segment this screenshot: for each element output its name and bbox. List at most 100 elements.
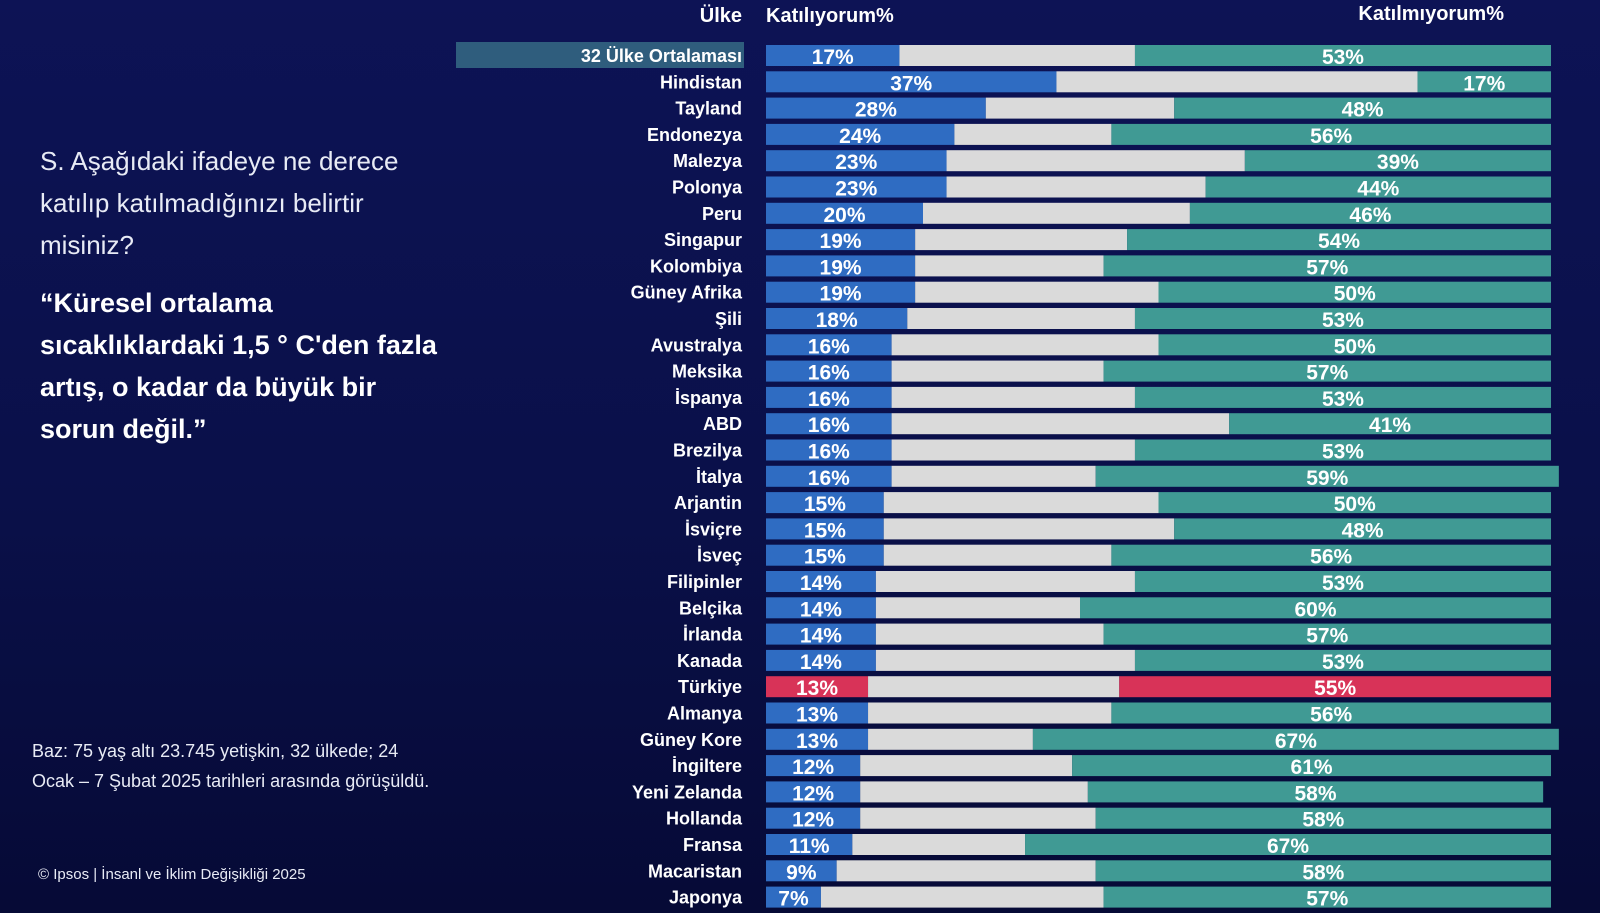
disagree-bar xyxy=(1417,71,1551,93)
neutral-bar xyxy=(891,386,1135,408)
disagree-value-label: 48% xyxy=(1342,99,1384,122)
disagree-value-label: 39% xyxy=(1377,151,1419,174)
agree-bar xyxy=(766,360,892,382)
category-label: İrlanda xyxy=(683,625,743,645)
disagree-bar xyxy=(1072,755,1551,777)
disagree-value-label: 41% xyxy=(1369,414,1411,437)
category-label: Brezilya xyxy=(673,441,743,461)
disagree-bar xyxy=(1103,255,1551,277)
agree-value-label: 14% xyxy=(800,598,842,621)
category-label: Singapur xyxy=(664,230,742,250)
disagree-bar xyxy=(1095,465,1559,487)
agree-bar xyxy=(766,492,884,514)
neutral-bar xyxy=(891,360,1104,382)
agree-bar xyxy=(766,728,869,750)
agree-value-label: 16% xyxy=(808,388,850,411)
category-label: Belçika xyxy=(679,598,743,618)
disagree-bar xyxy=(1111,702,1551,724)
question-text: S. Aşağıdaki ifadeye ne derece katılıp k… xyxy=(40,146,399,260)
agree-value-label: 7% xyxy=(778,888,809,911)
disagree-bar xyxy=(1095,807,1551,829)
category-label: Peru xyxy=(702,204,742,224)
neutral-bar xyxy=(868,676,1120,698)
agree-bar xyxy=(766,229,916,251)
disagree-value-label: 53% xyxy=(1322,388,1364,411)
agree-value-label: 24% xyxy=(839,125,881,148)
disagree-value-label: 67% xyxy=(1267,835,1309,858)
agree-bar xyxy=(766,807,861,829)
agree-value-label: 13% xyxy=(796,730,838,753)
disagree-bar xyxy=(1134,308,1551,329)
agree-value-label: 23% xyxy=(835,178,877,201)
agree-value-label: 16% xyxy=(808,441,850,464)
agree-bar xyxy=(766,597,876,619)
agree-bar xyxy=(766,544,884,566)
disagree-bar xyxy=(1134,649,1551,671)
chart-rows: 32 Ülke Ortalaması 17% 53% Hindistan 37% 17% T… xyxy=(456,42,1559,911)
agree-bar xyxy=(766,71,1057,93)
category-label: Güney Kore xyxy=(640,730,742,750)
neutral-bar xyxy=(923,202,1190,224)
agree-bar xyxy=(766,45,900,66)
disagree-bar xyxy=(1111,123,1551,145)
category-label: Hindistan xyxy=(660,72,742,92)
agree-bar xyxy=(766,623,876,645)
disagree-bar xyxy=(1127,229,1551,251)
category-label: Meksika xyxy=(672,362,743,382)
base-note: Baz: 75 yaş altı 23.745 yetişkin, 32 ülk… xyxy=(32,741,430,791)
agree-value-label: 14% xyxy=(800,651,842,674)
neutral-bar xyxy=(875,597,1080,619)
agree-bar xyxy=(766,781,861,803)
category-label: İsviçre xyxy=(685,519,742,539)
category-label: Endonezya xyxy=(647,125,743,145)
agree-value-label: 19% xyxy=(820,256,862,279)
disagree-bar xyxy=(1134,571,1551,592)
disagree-bar xyxy=(1158,281,1551,303)
disagree-value-label: 57% xyxy=(1306,888,1348,911)
agree-bar xyxy=(766,649,876,671)
disagree-value-label: 56% xyxy=(1310,704,1352,727)
agree-bar xyxy=(766,334,892,356)
disagree-value-label: 54% xyxy=(1318,230,1360,253)
category-label: Polonya xyxy=(672,178,743,198)
neutral-bar xyxy=(852,834,1026,855)
neutral-bar xyxy=(868,728,1033,750)
disagree-bar xyxy=(1174,97,1551,119)
agree-header: Katılıyorum% xyxy=(766,5,894,27)
copyright-note: © Ipsos | İnsanl ve İklim Değişikliği 20… xyxy=(38,866,306,883)
agree-value-label: 12% xyxy=(792,809,834,832)
neutral-bar xyxy=(946,150,1245,172)
neutral-bar xyxy=(891,413,1230,435)
category-label: Macaristan xyxy=(648,861,742,881)
disagree-value-label: 53% xyxy=(1322,572,1364,595)
neutral-bar xyxy=(915,255,1104,277)
agree-value-label: 20% xyxy=(823,204,865,227)
category-label: Filipinler xyxy=(667,572,742,592)
disagree-value-label: 48% xyxy=(1342,519,1384,542)
agree-bar xyxy=(766,518,884,540)
disagree-bar xyxy=(1032,728,1559,750)
agree-value-label: 15% xyxy=(804,493,846,516)
agree-value-label: 16% xyxy=(808,335,850,358)
agree-bar xyxy=(766,571,876,592)
agree-value-label: 23% xyxy=(835,151,877,174)
agree-value-label: 9% xyxy=(786,861,817,884)
disagree-value-label: 53% xyxy=(1322,651,1364,674)
category-label: İsveç xyxy=(697,546,742,566)
disagree-bar xyxy=(1025,834,1551,855)
disagree-bar xyxy=(1134,386,1551,408)
agree-bar xyxy=(766,465,892,487)
disagree-value-label: 60% xyxy=(1294,598,1336,621)
agree-value-label: 18% xyxy=(816,309,858,332)
agree-bar xyxy=(766,755,861,777)
category-label: İspanya xyxy=(675,388,743,408)
category-label: İngiltere xyxy=(672,756,742,776)
disagree-bar xyxy=(1103,360,1551,382)
agree-bar xyxy=(766,202,923,224)
neutral-bar xyxy=(860,755,1073,777)
disagree-bar xyxy=(1205,176,1551,198)
neutral-bar xyxy=(883,492,1159,514)
disagree-bar xyxy=(1134,439,1551,461)
category-label: Japonya xyxy=(669,888,743,908)
agree-value-label: 16% xyxy=(808,362,850,385)
